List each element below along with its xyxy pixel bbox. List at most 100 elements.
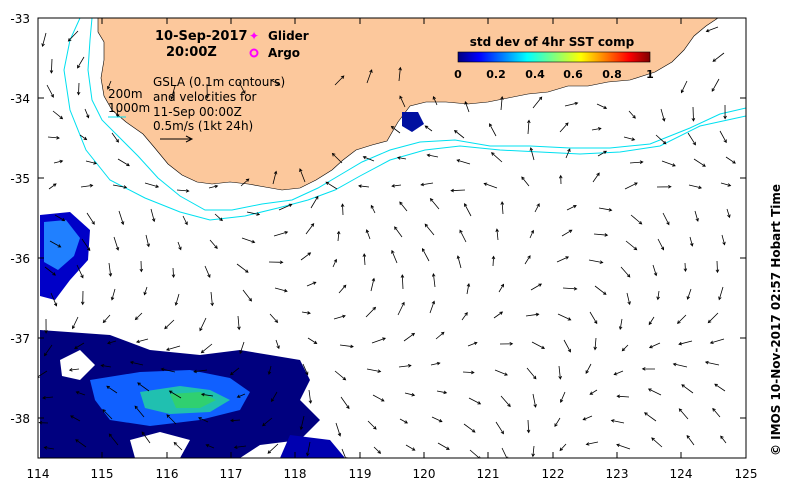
velocity-arrow [333, 314, 346, 320]
velocity-arrow [652, 264, 658, 277]
velocity-arrow [246, 211, 261, 216]
lon-label: 122 [542, 467, 565, 481]
velocity-arrow [429, 300, 435, 314]
velocity-arrow [166, 414, 177, 425]
velocity-arrow [620, 266, 631, 278]
velocity-arrow [41, 32, 47, 47]
velocity-arrow [164, 319, 175, 330]
velocity-arrow [593, 233, 609, 237]
velocity-arrow [85, 160, 98, 165]
lon-label: 121 [477, 467, 500, 481]
velocity-arrow [205, 83, 210, 99]
velocity-arrow [396, 156, 407, 160]
velocity-arrow [129, 360, 144, 366]
velocity-arrow [54, 214, 66, 222]
velocity-arrow [464, 203, 472, 217]
velocity-arrow [598, 207, 613, 212]
velocity-arrow [559, 443, 567, 452]
velocity-arrow [305, 223, 315, 235]
velocity-arrow [108, 433, 119, 446]
lon-label: 120 [413, 467, 436, 481]
velocity-arrow [270, 79, 281, 86]
velocity-arrow [624, 182, 638, 190]
velocity-arrow [150, 208, 156, 223]
velocity-arrow [554, 417, 561, 428]
velocity-arrow [76, 264, 84, 279]
legend-glider-label: Glider [268, 29, 309, 43]
velocity-arrow [662, 212, 670, 226]
velocity-arrow [420, 182, 434, 187]
velocity-arrow [358, 184, 370, 188]
velocity-arrow [335, 422, 342, 437]
velocity-arrow [463, 423, 476, 433]
velocity-arrow [431, 416, 443, 423]
velocity-arrow [80, 183, 94, 188]
velocity-arrow [372, 394, 385, 402]
velocity-arrow [236, 263, 249, 273]
velocity-arrow [278, 203, 293, 211]
gsla-line: 11-Sep 00:00Z [153, 105, 242, 119]
velocity-arrow [371, 337, 386, 344]
colorbar-tick: 0.6 [563, 68, 583, 81]
velocity-arrow [404, 392, 416, 397]
velocity-arrow [721, 234, 726, 246]
velocity-arrow [299, 168, 306, 183]
velocity-arrow [720, 435, 727, 444]
velocity-arrow [596, 103, 608, 109]
velocity-arrow [610, 419, 625, 424]
velocity-arrow [274, 287, 288, 293]
lon-label: 118 [284, 467, 307, 481]
velocity-arrow [49, 58, 54, 74]
velocity-arrow [139, 260, 144, 273]
velocity-arrow [532, 96, 543, 109]
velocity-arrow [182, 215, 188, 226]
velocity-arrow [688, 184, 703, 190]
velocity-arrow [709, 338, 725, 344]
velocity-arrow [239, 341, 245, 355]
velocity-arrow [524, 255, 531, 265]
argo-marker-icon [249, 48, 259, 58]
velocity-arrow [176, 189, 190, 193]
velocity-arrow [534, 203, 540, 213]
velocity-arrow [229, 367, 240, 376]
colorbar-tick: 0.4 [525, 68, 545, 81]
velocity-arrow [67, 30, 79, 42]
velocity-arrow [641, 367, 656, 371]
velocity-arrow [686, 434, 695, 446]
velocity-arrow [362, 156, 375, 162]
velocity-arrow [585, 441, 599, 446]
velocity-arrow [174, 293, 180, 306]
velocity-arrow [117, 158, 130, 167]
velocity-arrow [173, 441, 183, 451]
velocity-arrow [44, 266, 56, 276]
velocity-arrow [630, 214, 643, 225]
velocity-arrow [683, 262, 688, 273]
velocity-arrow [107, 80, 112, 90]
velocity-arrow [430, 361, 441, 366]
velocity-arrow [141, 431, 151, 444]
lat-label: -34 [10, 92, 30, 106]
velocity-arrow [42, 395, 54, 400]
lon-label: 125 [735, 467, 758, 481]
velocity-arrow [712, 407, 721, 418]
legend-argo-label: Argo [268, 46, 300, 60]
velocity-arrow [424, 223, 435, 236]
gsla-line: GSLA (0.1m contours) [153, 75, 285, 89]
velocity-arrow [693, 158, 706, 167]
velocity-arrow [456, 159, 471, 165]
velocity-arrow [456, 255, 462, 269]
velocity-arrow [678, 340, 693, 346]
velocity-arrow [597, 150, 608, 157]
velocity-arrow [370, 277, 376, 292]
sst-std-patches [40, 112, 424, 458]
velocity-arrow [46, 84, 54, 98]
velocity-arrow [230, 418, 241, 423]
velocity-arrow [205, 444, 215, 449]
lon-label: 117 [220, 467, 243, 481]
velocity-arrow [84, 108, 90, 119]
velocity-arrow [209, 239, 218, 250]
velocity-arrows [38, 26, 736, 458]
velocity-arrow [723, 104, 727, 120]
velocity-arrow [558, 365, 562, 380]
